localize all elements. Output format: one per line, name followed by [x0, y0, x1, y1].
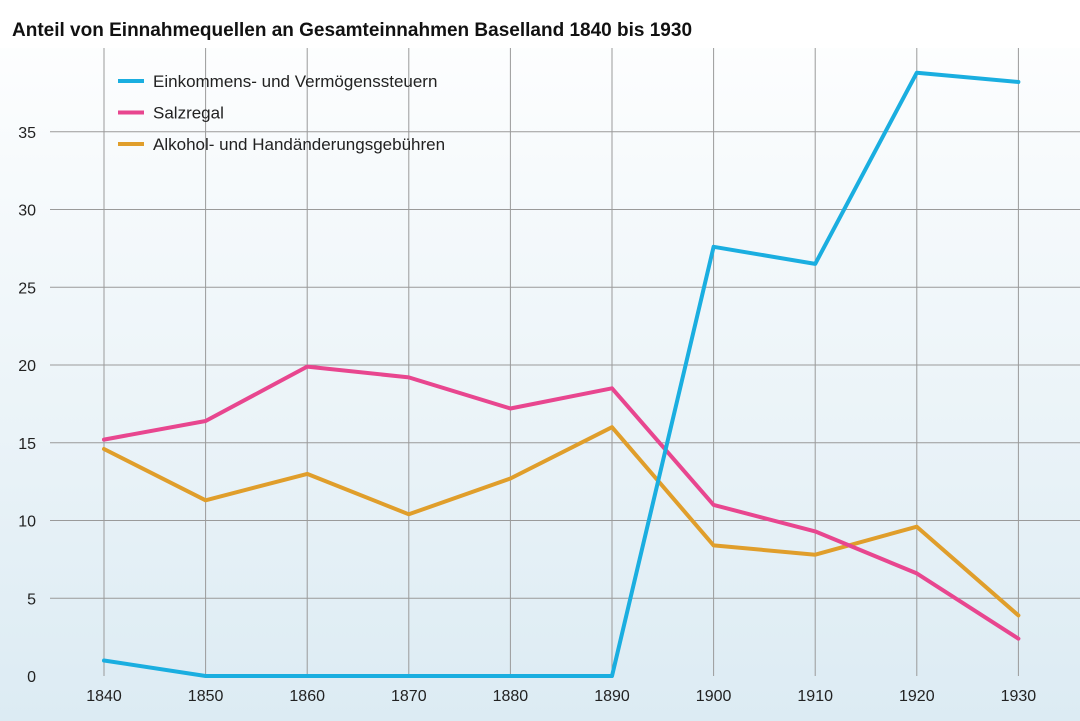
x-tick-label: 1850 — [188, 688, 224, 705]
x-tick-label: 1880 — [493, 688, 529, 705]
x-tick-label: 1860 — [289, 688, 325, 705]
series-line-1 — [102, 70, 1021, 678]
legend-label: Alkohol- und Handänderungsgebühren — [153, 135, 445, 154]
y-tick-label: 5 — [27, 591, 36, 608]
x-tick-label: 1930 — [1001, 688, 1037, 705]
legend-label: Einkommens- und Vermögenssteuern — [153, 72, 437, 91]
legend: Einkommens- und Vermögenssteuern Salzrega… — [118, 72, 445, 154]
chart-title: Anteil von Einnahmequellen an Gesamteinn… — [12, 20, 692, 41]
y-tick-label: 10 — [18, 514, 36, 531]
x-tick-label: 1870 — [391, 688, 427, 705]
y-tick-label: 20 — [18, 358, 36, 375]
y-tick-label: 25 — [18, 280, 36, 297]
series-layer — [102, 70, 1021, 678]
x-tick-label: 1910 — [797, 688, 833, 705]
x-tick-label: 1920 — [899, 688, 935, 705]
x-tick-label: 1890 — [594, 688, 630, 705]
x-tick-label: 1840 — [86, 688, 122, 705]
y-tick-label: 15 — [18, 436, 36, 453]
legend-label: Salzregal — [153, 104, 224, 123]
series-line-3 — [102, 425, 1021, 618]
y-tick-label: 30 — [18, 203, 36, 220]
y-tick-label: 35 — [18, 125, 36, 142]
series-line-2 — [102, 364, 1021, 641]
grid-layer — [50, 48, 1080, 676]
x-tick-label: 1900 — [696, 688, 732, 705]
tick-layer: 1840 1850 1860 1870 1880 1890 1900 1910 1920 1930… — [18, 125, 1036, 705]
y-tick-label: 0 — [27, 669, 36, 686]
title-background — [0, 0, 1080, 48]
